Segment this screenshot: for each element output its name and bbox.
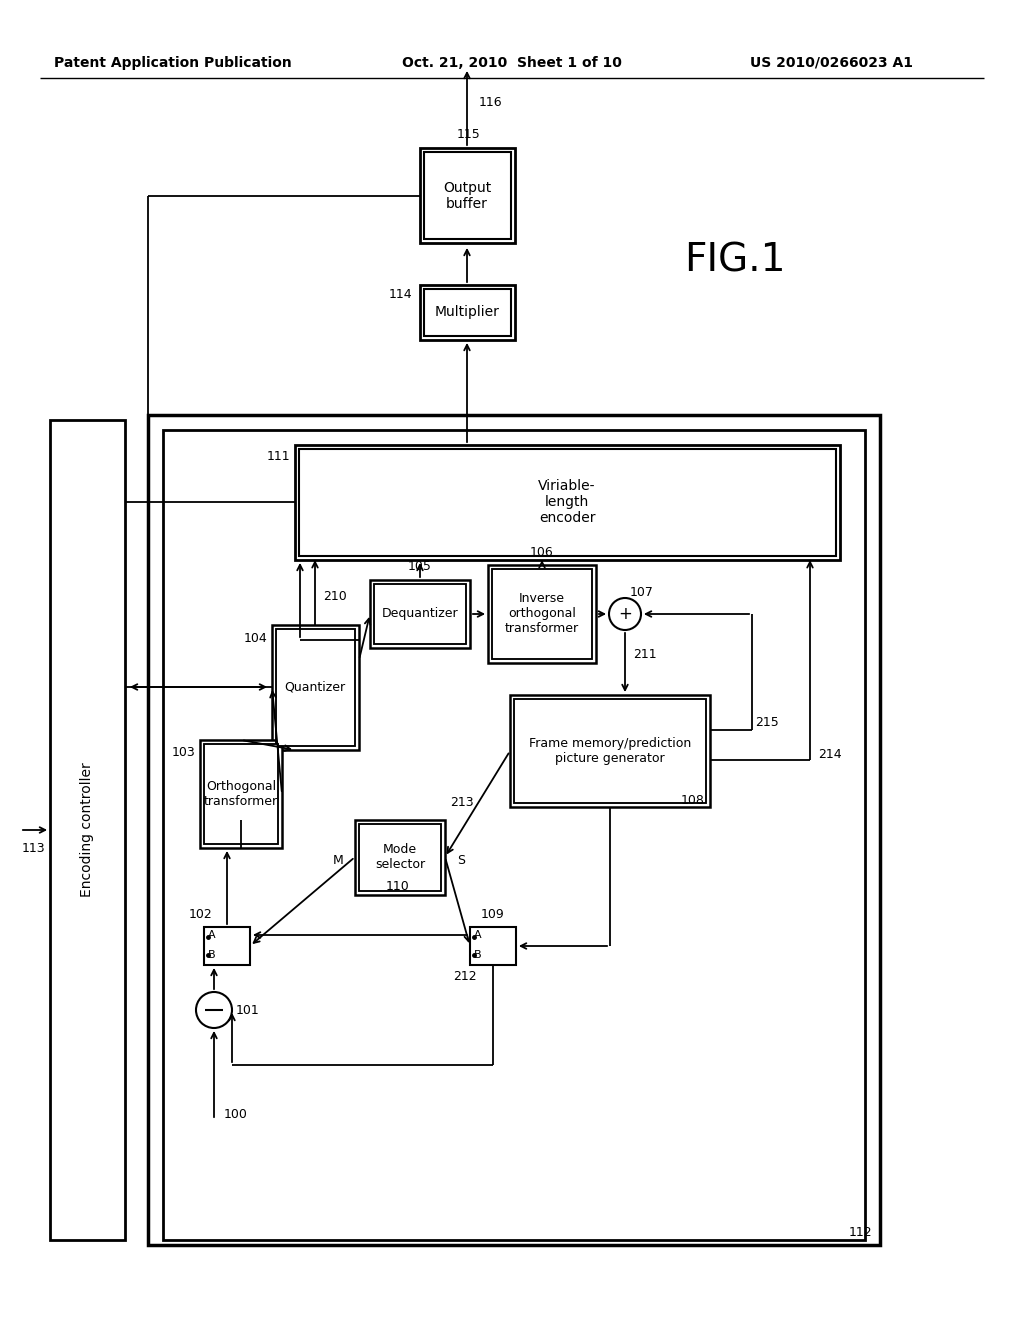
Bar	[488, 565, 596, 663]
Text: 109: 109	[481, 908, 505, 921]
Bar	[200, 741, 282, 847]
Text: Mode
selector: Mode selector	[375, 843, 425, 871]
Text: A: A	[208, 931, 216, 940]
Text: Inverse
orthogonal
transformer: Inverse orthogonal transformer	[505, 593, 579, 635]
Bar	[370, 579, 470, 648]
Text: 103: 103	[171, 746, 195, 759]
Bar	[148, 414, 880, 1245]
Text: S: S	[457, 854, 465, 866]
Text: B: B	[208, 950, 216, 960]
Text: 114: 114	[388, 289, 412, 301]
Bar	[355, 820, 445, 895]
Bar	[359, 824, 441, 891]
Text: 111: 111	[266, 450, 290, 463]
Text: Output
buffer: Output buffer	[442, 181, 492, 211]
Text: A: A	[474, 931, 482, 940]
Text: 106: 106	[530, 545, 554, 558]
Text: 215: 215	[755, 717, 778, 730]
Text: 105: 105	[408, 561, 432, 573]
Bar	[299, 449, 836, 556]
Text: 102: 102	[189, 908, 213, 921]
Text: 101: 101	[236, 1003, 260, 1016]
Bar	[163, 430, 865, 1239]
Text: B: B	[474, 950, 482, 960]
Text: 214: 214	[818, 748, 842, 762]
Text: FIG.1: FIG.1	[684, 242, 785, 279]
Text: 116: 116	[479, 96, 503, 110]
Bar	[420, 285, 515, 341]
Text: +: +	[618, 605, 632, 623]
Text: Oct. 21, 2010  Sheet 1 of 10: Oct. 21, 2010 Sheet 1 of 10	[402, 55, 622, 70]
Text: Quantizer: Quantizer	[285, 681, 345, 693]
Text: 107: 107	[630, 586, 654, 598]
Bar	[204, 744, 278, 843]
Bar	[276, 630, 355, 746]
Circle shape	[609, 598, 641, 630]
Bar	[374, 583, 466, 644]
Bar	[272, 624, 359, 750]
Bar	[514, 700, 706, 803]
Text: 212: 212	[454, 970, 477, 983]
Circle shape	[196, 993, 232, 1028]
Text: 210: 210	[323, 590, 347, 603]
Text: Frame memory/prediction
picture generator: Frame memory/prediction picture generato…	[528, 737, 691, 766]
Bar	[510, 696, 710, 807]
Bar	[204, 927, 250, 965]
Bar	[295, 445, 840, 560]
Bar	[492, 569, 592, 659]
Text: Encoding controller: Encoding controller	[80, 763, 94, 898]
Bar	[50, 420, 125, 1239]
Bar	[424, 289, 511, 337]
Text: Viriable-
length
encoder: Viriable- length encoder	[539, 479, 596, 525]
Text: Dequantizer: Dequantizer	[382, 607, 459, 620]
Text: 100: 100	[224, 1109, 248, 1122]
Text: 211: 211	[633, 648, 656, 660]
Bar	[420, 148, 515, 243]
Text: Patent Application Publication: Patent Application Publication	[54, 55, 292, 70]
Text: US 2010/0266023 A1: US 2010/0266023 A1	[751, 55, 913, 70]
Text: 115: 115	[457, 128, 481, 140]
Bar	[424, 152, 511, 239]
Text: 110: 110	[386, 880, 410, 894]
Text: 108: 108	[681, 795, 705, 808]
Text: 104: 104	[244, 632, 267, 645]
Text: Orthogonal
transformer: Orthogonal transformer	[204, 780, 279, 808]
Text: 113: 113	[22, 842, 46, 854]
Text: 112: 112	[848, 1226, 872, 1239]
Text: M: M	[332, 854, 343, 866]
Text: 213: 213	[450, 796, 474, 808]
Text: Multiplier: Multiplier	[434, 305, 500, 319]
Bar	[470, 927, 516, 965]
